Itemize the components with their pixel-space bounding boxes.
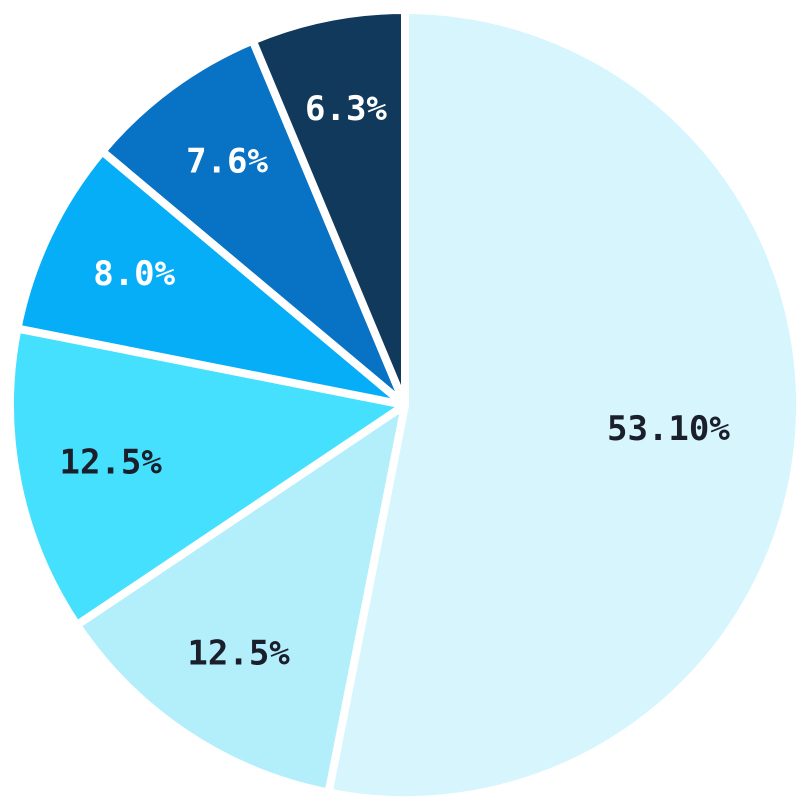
data-label: 6.3% (305, 89, 387, 129)
pie-slice (248, 6, 409, 409)
pie-slice (6, 324, 409, 629)
data-label: 12.5% (59, 443, 162, 483)
data-label: 8.0% (93, 254, 175, 294)
data-label: 7.6% (186, 142, 268, 182)
pie-slice (98, 36, 409, 409)
data-label: 53.10% (607, 409, 730, 449)
pie-slice (72, 401, 409, 797)
pie-slice (324, 6, 804, 804)
data-label: 12.5% (187, 633, 290, 673)
pie-slice (13, 147, 409, 409)
